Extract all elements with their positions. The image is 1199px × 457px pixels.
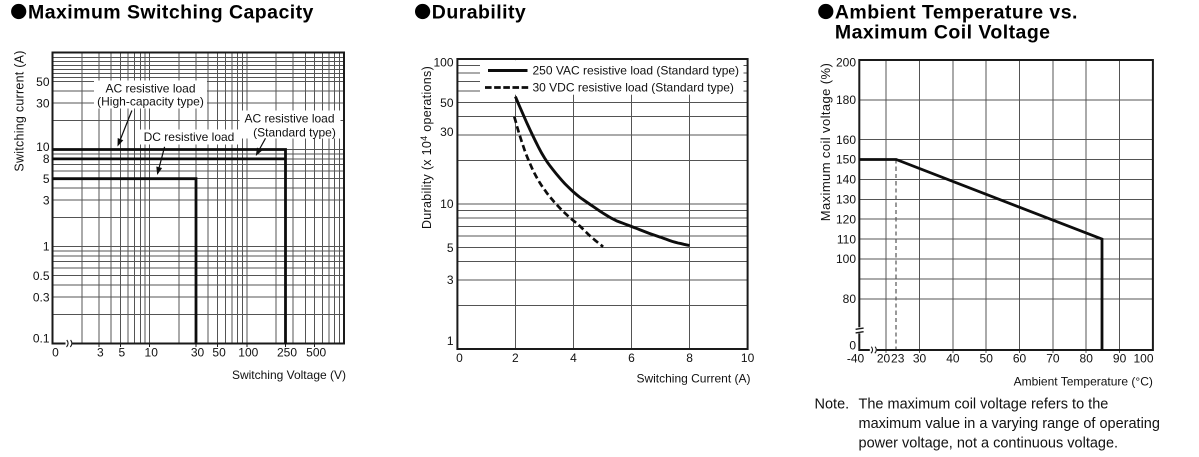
svg-text:30: 30 (36, 96, 50, 110)
svg-text:10: 10 (741, 351, 755, 365)
svg-text:1: 1 (43, 240, 50, 254)
svg-text:power voltage, not a continuou: power voltage, not a continuous voltage. (859, 435, 1119, 451)
svg-text:100: 100 (1133, 352, 1153, 366)
svg-text:Switching Voltage (V): Switching Voltage (V) (232, 368, 346, 382)
svg-text:0.1: 0.1 (33, 332, 50, 346)
svg-text:250: 250 (277, 346, 297, 360)
svg-text:Maximum coil voltage (%): Maximum coil voltage (%) (818, 63, 833, 221)
svg-text:110: 110 (837, 232, 856, 246)
svg-text:5: 5 (119, 346, 126, 360)
svg-text:Durability: Durability (432, 2, 526, 24)
svg-text:1: 1 (447, 334, 454, 348)
svg-text:100: 100 (238, 346, 258, 360)
svg-text:180: 180 (836, 93, 856, 107)
svg-text:130: 130 (836, 193, 856, 207)
svg-text:(High-capacity type): (High-capacity type) (97, 95, 204, 109)
svg-text:23: 23 (891, 352, 905, 366)
svg-text:3: 3 (447, 273, 454, 287)
svg-text:Ambient Temperature (°C): Ambient Temperature (°C) (1014, 375, 1153, 389)
svg-text:90: 90 (1113, 352, 1127, 366)
svg-text:0: 0 (52, 346, 59, 360)
svg-text:150: 150 (836, 153, 856, 167)
svg-text:30: 30 (440, 125, 454, 139)
svg-text:30: 30 (191, 346, 205, 360)
svg-text:0: 0 (849, 338, 856, 352)
svg-text:Durability (x 104 operations): Durability (x 104 operations) (419, 66, 434, 229)
svg-text:160: 160 (836, 133, 856, 147)
svg-text:AC resistive load: AC resistive load (244, 112, 334, 126)
svg-text:120: 120 (836, 212, 856, 226)
svg-text:DC resistive load: DC resistive load (144, 130, 235, 144)
svg-text:10: 10 (440, 197, 454, 211)
svg-text:The maximum coil voltage refer: The maximum coil voltage refers to the (859, 396, 1109, 412)
svg-text:40: 40 (946, 352, 960, 366)
svg-text:100: 100 (836, 252, 856, 266)
svg-text:3: 3 (97, 346, 104, 360)
svg-text:50: 50 (980, 352, 994, 366)
svg-text:200: 200 (836, 55, 856, 69)
svg-text:70: 70 (1046, 352, 1060, 366)
svg-text:60: 60 (1013, 352, 1027, 366)
svg-text:AC resistive load: AC resistive load (105, 82, 195, 96)
svg-text:5: 5 (447, 241, 454, 255)
svg-text:8: 8 (686, 351, 693, 365)
svg-text:500: 500 (306, 346, 326, 360)
svg-text:maximum value in a varying ran: maximum value in a varying range of oper… (859, 416, 1160, 432)
svg-text:80: 80 (843, 292, 857, 306)
svg-text:Switching current (A): Switching current (A) (13, 50, 27, 171)
svg-text:3: 3 (43, 193, 50, 207)
svg-text:80: 80 (1080, 352, 1094, 366)
svg-text:(Standard type): (Standard type) (253, 126, 336, 140)
svg-text:-40: -40 (847, 352, 865, 366)
svg-text:50: 50 (36, 75, 50, 89)
svg-text:50: 50 (212, 346, 226, 360)
svg-text:0: 0 (456, 351, 463, 365)
svg-text:50: 50 (440, 96, 454, 110)
svg-text:30 VDC resistive load (Standar: 30 VDC resistive load (Standard type) (533, 81, 734, 95)
svg-text:6: 6 (628, 351, 635, 365)
svg-text:Maximum Coil Voltage: Maximum Coil Voltage (835, 21, 1051, 43)
svg-text:10: 10 (36, 140, 50, 154)
svg-text:Ambient Temperature vs.: Ambient Temperature vs. (835, 2, 1078, 24)
svg-text:10: 10 (145, 346, 159, 360)
svg-text:250 VAC resistive load (Standa: 250 VAC resistive load (Standard type) (533, 64, 740, 78)
svg-text:140: 140 (836, 173, 856, 187)
svg-text:2: 2 (512, 351, 519, 365)
svg-text:0.5: 0.5 (33, 269, 50, 283)
svg-text:Maximum Switching Capacity: Maximum Switching Capacity (28, 2, 314, 24)
svg-text:0.3: 0.3 (33, 290, 50, 304)
svg-text:100: 100 (433, 56, 453, 70)
svg-text:Note.: Note. (815, 396, 850, 412)
svg-text:20: 20 (877, 352, 891, 366)
svg-text:5: 5 (43, 172, 50, 186)
svg-text:30: 30 (913, 352, 927, 366)
svg-text:4: 4 (570, 351, 577, 365)
svg-text:Switching Current (A): Switching Current (A) (636, 372, 750, 386)
svg-text:8: 8 (43, 152, 50, 166)
